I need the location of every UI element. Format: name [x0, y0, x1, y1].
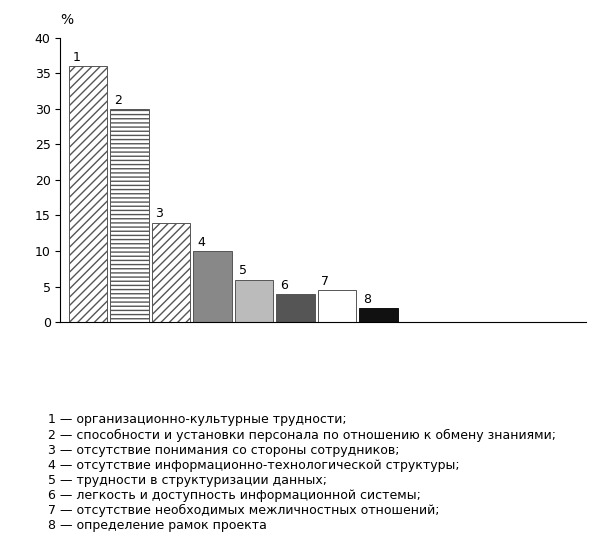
Text: %: %	[60, 13, 74, 27]
Bar	[359, 308, 398, 322]
Text: 1: 1	[72, 51, 80, 64]
Text: 2: 2	[114, 93, 122, 107]
Bar	[276, 294, 315, 322]
Text: 7: 7	[321, 275, 329, 288]
Bar	[318, 290, 356, 322]
Text: 5: 5	[239, 264, 246, 278]
Bar	[193, 251, 232, 322]
Bar	[152, 222, 190, 322]
Text: 4: 4	[197, 236, 205, 249]
Bar	[110, 108, 149, 322]
Text: 8: 8	[363, 293, 371, 306]
Text: 6: 6	[280, 279, 288, 292]
Bar	[69, 66, 108, 322]
Text: 1 — организационно-культурные трудности;
2 — способности и установки персонала п: 1 — организационно-культурные трудности;…	[48, 413, 556, 532]
Text: 3: 3	[156, 207, 164, 221]
Bar	[234, 279, 274, 322]
